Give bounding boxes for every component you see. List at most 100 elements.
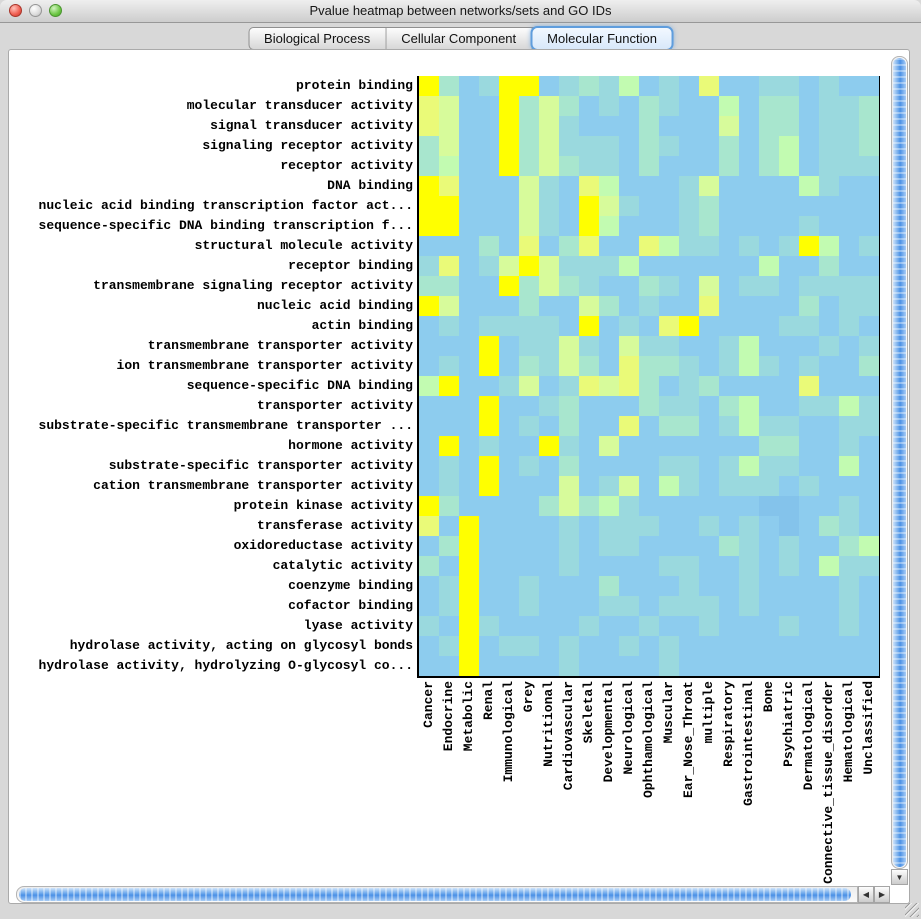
- heatmap-cell: [779, 316, 799, 336]
- heatmap-cell: [559, 396, 579, 416]
- heatmap-cell: [559, 236, 579, 256]
- scroll-left-button[interactable]: ◀: [858, 886, 874, 903]
- heatmap-cell: [739, 496, 759, 516]
- heatmap-cell: [539, 236, 559, 256]
- heatmap-cell: [639, 576, 659, 596]
- heatmap-cell: [779, 176, 799, 196]
- heatmap-cell: [699, 576, 719, 596]
- heatmap-cell: [719, 636, 739, 656]
- heatmap-cell: [499, 496, 519, 516]
- heatmap-cell: [559, 436, 579, 456]
- heatmap-cell: [819, 496, 839, 516]
- heatmap-cell: [699, 536, 719, 556]
- heatmap-cell: [559, 636, 579, 656]
- column-label: multiple: [701, 681, 716, 744]
- window-bottom-edge: [0, 903, 921, 919]
- vertical-scrollbar-thumb[interactable]: [893, 58, 906, 867]
- heatmap-cell: [579, 316, 599, 336]
- heatmap-cell: [559, 536, 579, 556]
- minimize-button-icon[interactable]: [29, 4, 42, 17]
- zoom-button-icon[interactable]: [49, 4, 62, 17]
- heatmap-cell: [679, 576, 699, 596]
- heatmap-cell: [759, 656, 779, 676]
- heatmap-cell: [699, 496, 719, 516]
- heatmap-cell: [519, 436, 539, 456]
- heatmap-cell: [859, 496, 879, 516]
- heatmap-cell: [739, 296, 759, 316]
- heatmap-cell: [659, 276, 679, 296]
- heatmap-cell: [799, 156, 819, 176]
- heatmap-cell: [699, 396, 719, 416]
- heatmap-cell: [619, 416, 639, 436]
- heatmap-cell: [459, 276, 479, 296]
- heatmap-cell: [559, 76, 579, 96]
- close-button-icon[interactable]: [9, 4, 22, 17]
- heatmap-cell: [639, 236, 659, 256]
- heatmap-cell: [859, 596, 879, 616]
- row-label: substrate-specific transmembrane transpo…: [38, 418, 413, 433]
- heatmap-cell: [659, 616, 679, 636]
- heatmap-cell: [619, 456, 639, 476]
- heatmap-cell: [619, 96, 639, 116]
- heatmap-cell: [719, 356, 739, 376]
- heatmap-cell: [659, 216, 679, 236]
- horizontal-scrollbar-thumb[interactable]: [19, 888, 851, 901]
- heatmap-cell: [459, 156, 479, 176]
- heatmap-cell: [759, 136, 779, 156]
- heatmap-cell: [519, 476, 539, 496]
- heatmap-cell: [679, 616, 699, 636]
- heatmap-cell: [799, 96, 819, 116]
- heatmap-cell: [419, 296, 439, 316]
- heatmap-cell: [539, 516, 559, 536]
- heatmap-cell: [579, 256, 599, 276]
- heatmap-cell: [459, 136, 479, 156]
- heatmap-cell: [559, 336, 579, 356]
- heatmap-cell: [579, 476, 599, 496]
- scroll-down-button[interactable]: ▼: [891, 869, 908, 885]
- heatmap-cell: [759, 636, 779, 656]
- heatmap-cell: [839, 556, 859, 576]
- heatmap-cell: [459, 556, 479, 576]
- heatmap-cell: [719, 376, 739, 396]
- heatmap-cell: [639, 416, 659, 436]
- row-label: ion transmembrane transporter activity: [116, 358, 413, 373]
- tab-molecular-function[interactable]: Molecular Function: [532, 28, 672, 49]
- heatmap-cell: [419, 476, 439, 496]
- tab-cellular-component[interactable]: Cellular Component: [386, 28, 533, 49]
- scroll-right-button[interactable]: ▶: [874, 886, 890, 903]
- heatmap-cell: [639, 376, 659, 396]
- heatmap-cell: [679, 656, 699, 676]
- heatmap-cell: [859, 256, 879, 276]
- horizontal-scrollbar[interactable]: [16, 886, 858, 903]
- heatmap-cell: [679, 276, 699, 296]
- column-label: Endocrine: [441, 681, 456, 752]
- heatmap-cell: [499, 456, 519, 476]
- heatmap-cell: [579, 616, 599, 636]
- heatmap-cell: [539, 376, 559, 396]
- title-bar[interactable]: Pvalue heatmap between networks/sets and…: [0, 0, 921, 23]
- heatmap-cell: [559, 296, 579, 316]
- row-label: nucleic acid binding transcription facto…: [38, 198, 413, 213]
- heatmap-cell: [559, 276, 579, 296]
- heatmap-cell: [579, 596, 599, 616]
- heatmap-cell: [459, 636, 479, 656]
- heatmap-cell: [519, 636, 539, 656]
- heatmap-cell: [419, 336, 439, 356]
- heatmap-cell: [499, 156, 519, 176]
- heatmap-cell: [439, 256, 459, 276]
- heatmap-cell: [679, 136, 699, 156]
- heatmap-cell: [839, 196, 859, 216]
- vertical-scrollbar[interactable]: [891, 56, 908, 869]
- tab-biological-process[interactable]: Biological Process: [249, 28, 387, 49]
- resize-grip-icon[interactable]: [905, 903, 919, 917]
- row-label: receptor activity: [280, 158, 413, 173]
- heatmap-cell: [499, 196, 519, 216]
- heatmap-cell: [779, 416, 799, 436]
- heatmap-cell: [419, 116, 439, 136]
- heatmap-cell: [539, 296, 559, 316]
- heatmap-cell: [539, 136, 559, 156]
- heatmap-cell: [439, 616, 459, 636]
- heatmap-cell: [579, 516, 599, 536]
- heatmap-cell: [839, 576, 859, 596]
- heatmap-cell: [859, 116, 879, 136]
